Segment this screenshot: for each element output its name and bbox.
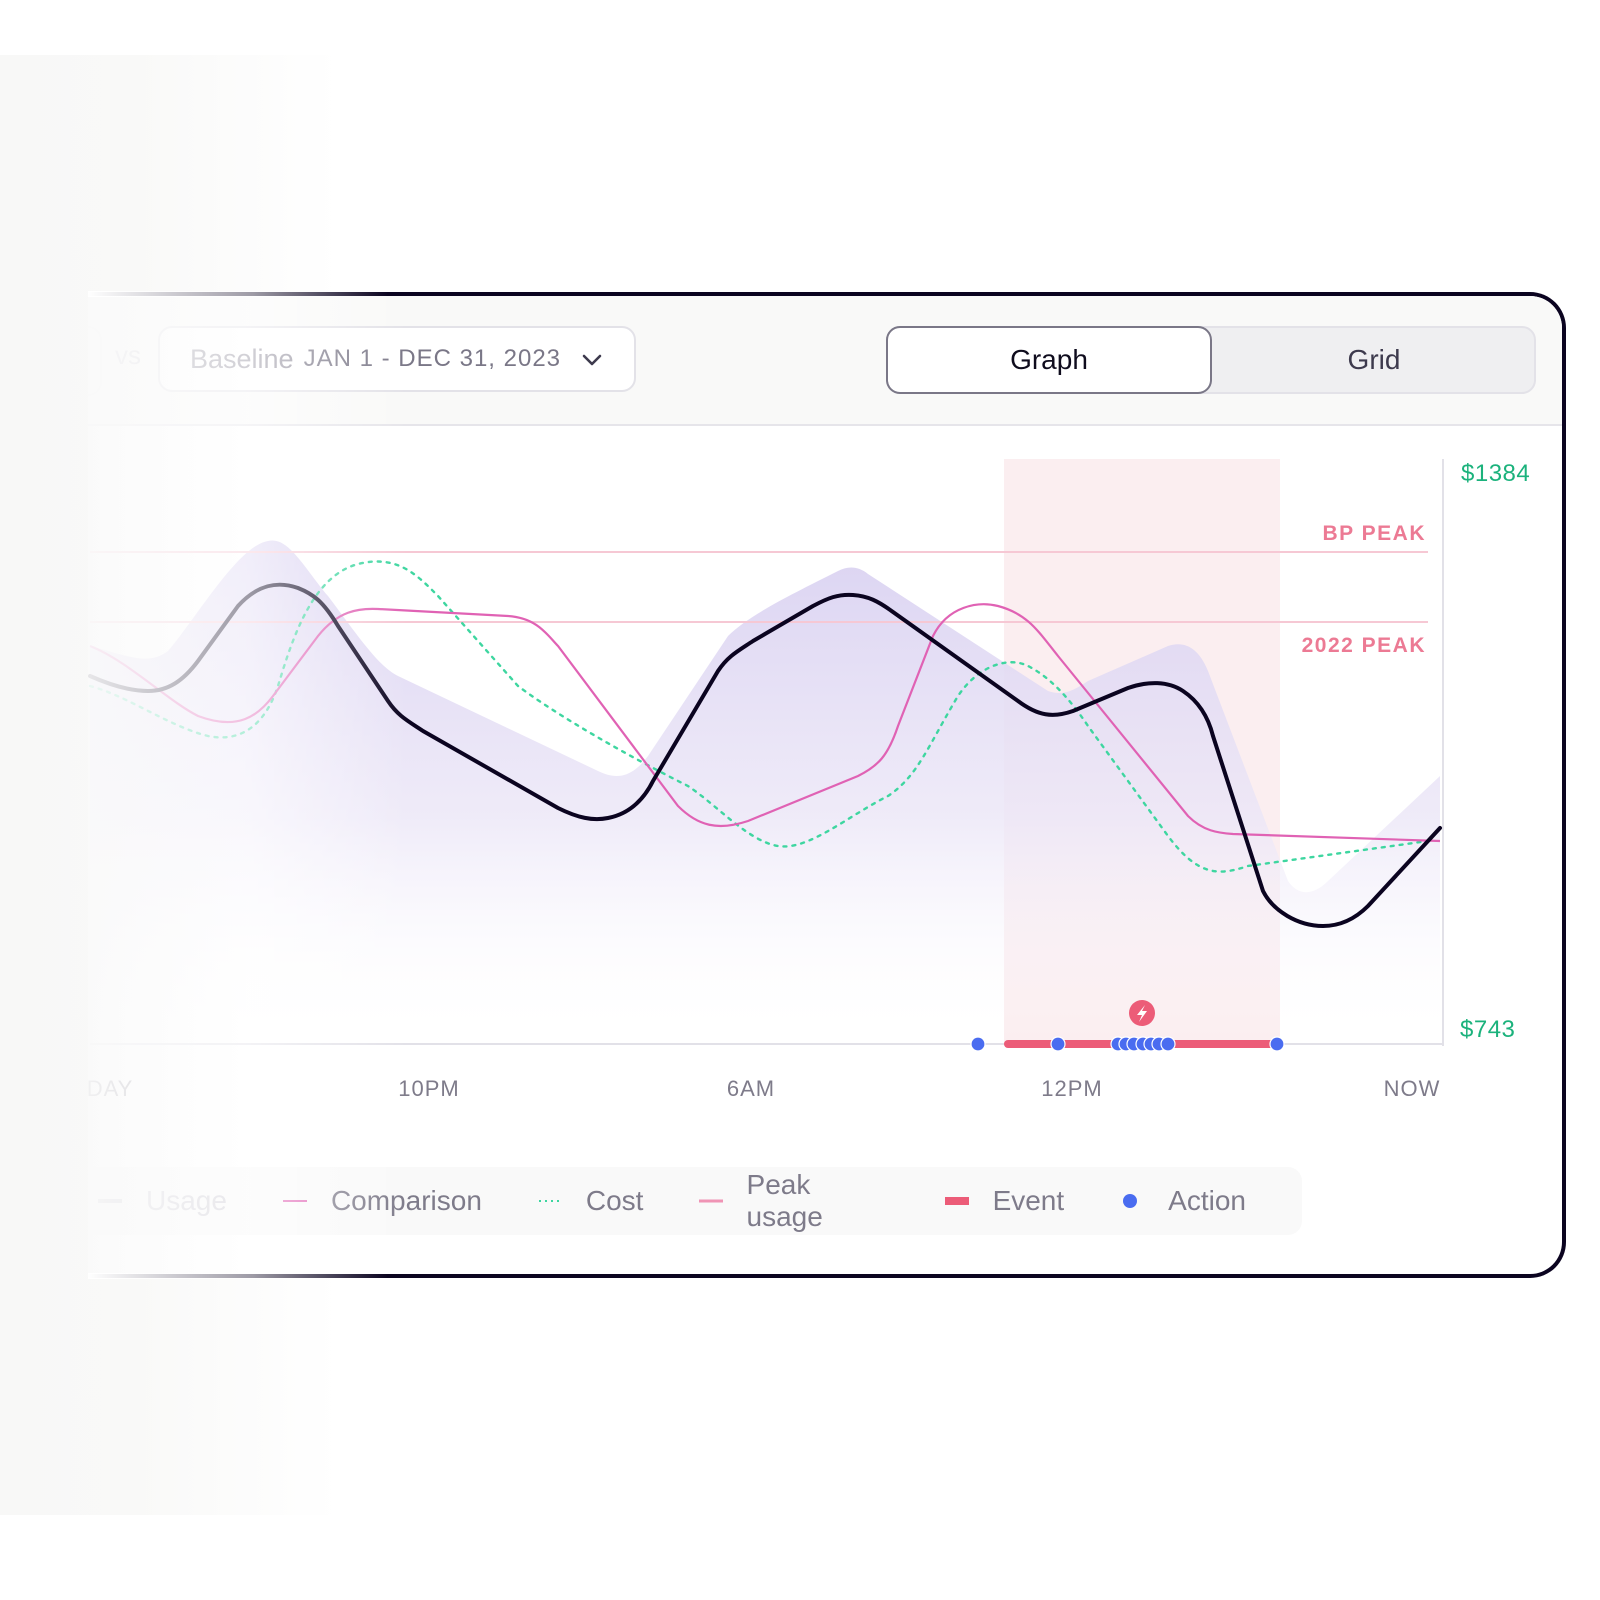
bp-peak-label: BP PEAK [1322,522,1426,545]
action-marker[interactable] [970,1036,986,1052]
x-tick-label: DAY [88,1076,134,1101]
toggle-grid[interactable]: Grid [1347,344,1401,375]
y-axis-max-label: $1384 [1461,460,1531,487]
x-tick-label: 12PM [1041,1076,1103,1101]
border-fade [88,1273,388,1279]
peak-usage-area [90,540,1440,1044]
usage-line-chart [88,459,1444,1052]
legend-item-event[interactable]: Event [944,1185,1065,1217]
x-tick-label: NOW [1383,1076,1441,1101]
legend-label: Usage [146,1185,227,1216]
legend-item-usage[interactable]: Usage [98,1185,227,1217]
border-fade [88,291,388,297]
action-marker[interactable] [1050,1036,1066,1052]
legend-label: Action [1168,1185,1246,1216]
comparison-swatch-icon [282,1200,307,1202]
legend-item-peak-usage[interactable]: Peak usage [699,1169,888,1233]
action-marker[interactable] [1160,1036,1176,1052]
toggle-graph[interactable]: Graph [886,326,1212,394]
peak-usage-swatch-icon [699,1199,723,1203]
chevron-down-icon [582,354,602,366]
lightning-bolt-icon[interactable] [1129,1000,1155,1026]
action-markers [970,1036,1285,1052]
action-swatch-icon [1123,1194,1138,1208]
chart-legend: Usage Comparison Cost Peak usage Event A… [88,1167,1302,1235]
cost-swatch-icon [538,1200,562,1202]
legend-label: Peak usage [746,1169,823,1232]
usage-chart-card: vs Baseline JAN 1 - DEC 31, 2023 Grid Gr… [88,292,1566,1278]
event-swatch-icon [944,1197,969,1205]
view-toggle: Grid Graph [886,326,1536,394]
peak-2022-label: 2022 PEAK [1301,634,1426,657]
legend-item-action[interactable]: Action [1120,1185,1246,1217]
x-tick-label: 10PM [398,1076,460,1101]
legend-label: Cost [585,1185,644,1216]
legend-item-cost[interactable]: Cost [538,1185,644,1217]
y-axis-min-label: $743 [1460,1016,1516,1043]
legend-item-comparison[interactable]: Comparison [282,1185,482,1217]
action-marker[interactable] [1269,1036,1285,1052]
x-tick-label: 6AM [726,1076,776,1101]
legend-label: Event [992,1185,1065,1216]
legend-label: Comparison [330,1185,482,1216]
usage-swatch-icon [98,1199,122,1203]
